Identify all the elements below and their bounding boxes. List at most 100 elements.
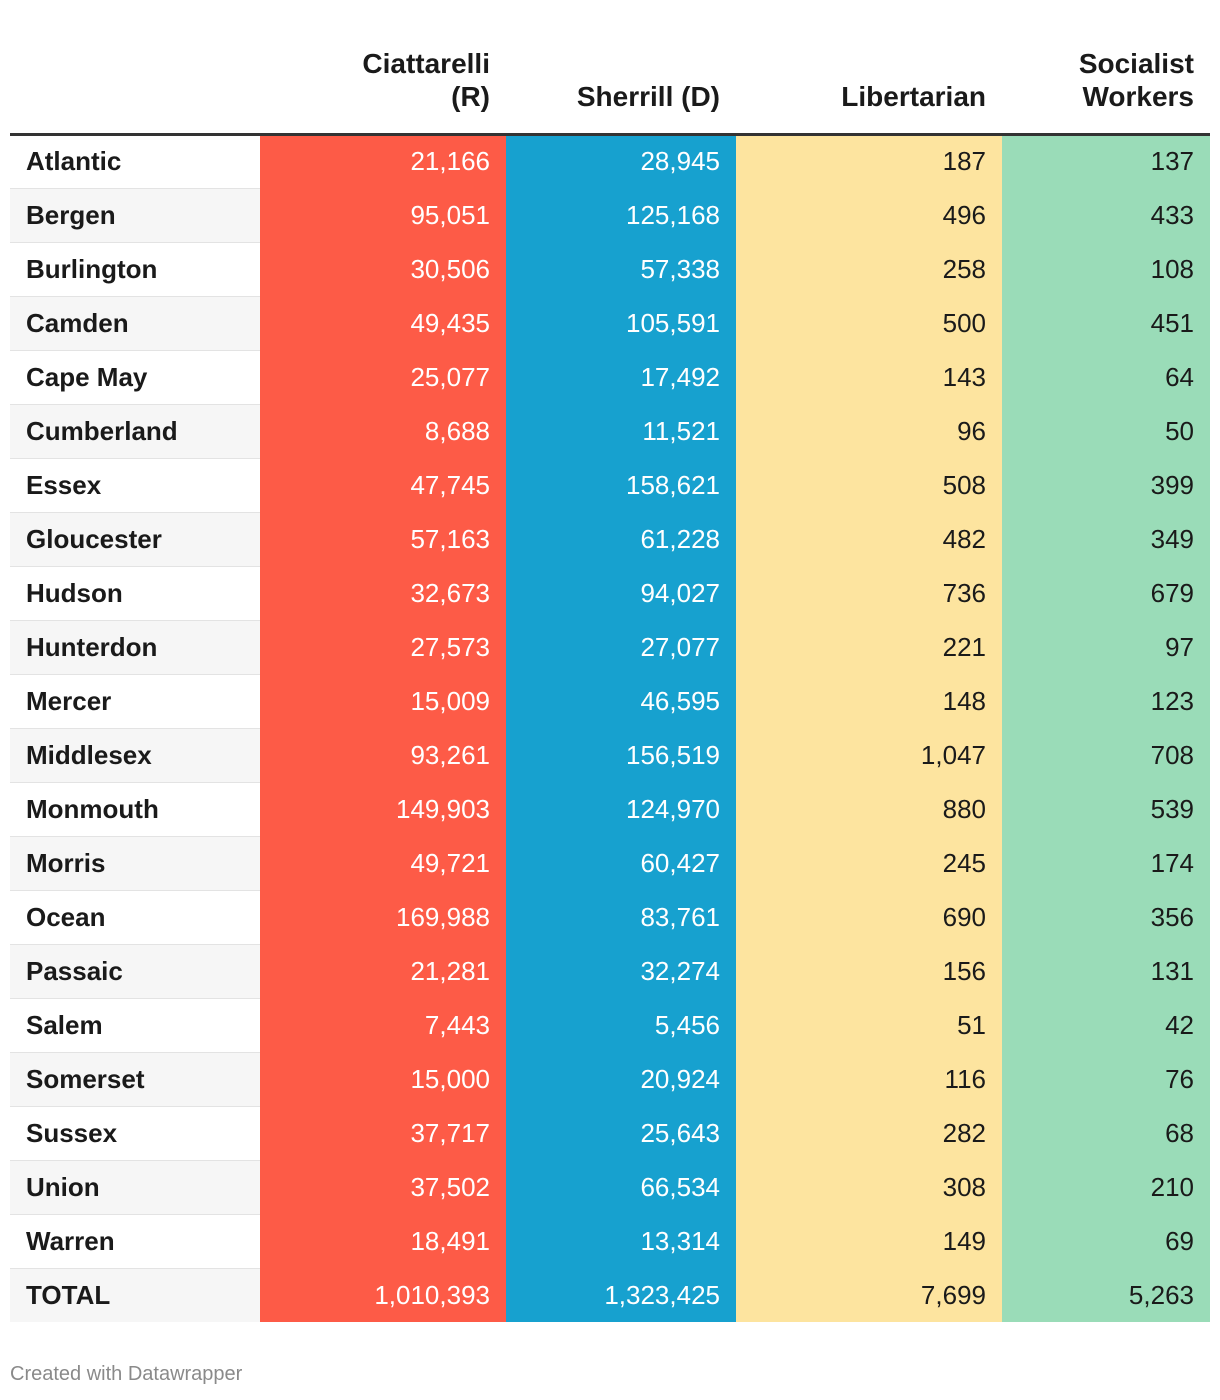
sherrill-votes-cell: 20,924 xyxy=(506,1052,736,1107)
county-name-cell: Gloucester xyxy=(10,512,260,567)
header-socialist-workers-label: Socialist Workers xyxy=(1078,47,1194,112)
socialist-workers-votes-cell: 539 xyxy=(1002,782,1210,837)
total-row: TOTAL 1,010,393 1,323,425 7,699 5,263 xyxy=(10,1268,1210,1322)
ciattarelli-votes-cell: 15,000 xyxy=(260,1052,506,1107)
table-row: Salem 7,443 5,456 51 42 xyxy=(10,998,1210,1053)
sherrill-votes-cell: 27,077 xyxy=(506,620,736,675)
libertarian-votes-cell: 187 xyxy=(736,134,1002,189)
table-row: Camden 49,435 105,591 500 451 xyxy=(10,296,1210,351)
sherrill-votes-cell: 57,338 xyxy=(506,242,736,297)
ciattarelli-votes-cell: 30,506 xyxy=(260,242,506,297)
table-row: Bergen 95,051 125,168 496 433 xyxy=(10,188,1210,243)
header-sherrill[interactable]: Sherrill (D) xyxy=(506,0,736,136)
libertarian-votes-cell: 258 xyxy=(736,242,1002,297)
table-row: Passaic 21,281 32,274 156 131 xyxy=(10,944,1210,999)
ciattarelli-votes-cell: 27,573 xyxy=(260,620,506,675)
sherrill-votes-cell: 5,456 xyxy=(506,998,736,1053)
header-ciattarelli[interactable]: Ciattarelli (R) xyxy=(260,0,506,136)
libertarian-votes-cell: 482 xyxy=(736,512,1002,567)
header-county[interactable] xyxy=(10,0,260,136)
datawrapper-credit: Created with Datawrapper xyxy=(10,1363,243,1385)
table-row: Gloucester 57,163 61,228 482 349 xyxy=(10,512,1210,567)
ciattarelli-votes-cell: 8,688 xyxy=(260,404,506,459)
table-row: Union 37,502 66,534 308 210 xyxy=(10,1160,1210,1215)
sherrill-votes-cell: 11,521 xyxy=(506,404,736,459)
ciattarelli-votes-cell: 93,261 xyxy=(260,728,506,783)
libertarian-votes-cell: 116 xyxy=(736,1052,1002,1107)
county-name-cell: Sussex xyxy=(10,1106,260,1161)
socialist-workers-votes-cell: 356 xyxy=(1002,890,1210,945)
ciattarelli-votes-cell: 37,717 xyxy=(260,1106,506,1161)
county-name-cell: Atlantic xyxy=(10,134,260,189)
socialist-workers-votes-cell: 679 xyxy=(1002,566,1210,621)
county-name-cell: Monmouth xyxy=(10,782,260,837)
header-ciattarelli-label: Ciattarelli (R) xyxy=(362,47,490,112)
county-name-cell: Cape May xyxy=(10,350,260,405)
sherrill-votes-cell: 17,492 xyxy=(506,350,736,405)
sherrill-votes-cell: 28,945 xyxy=(506,134,736,189)
sherrill-votes-cell: 66,534 xyxy=(506,1160,736,1215)
sherrill-votes-cell: 125,168 xyxy=(506,188,736,243)
county-name-cell: Morris xyxy=(10,836,260,891)
table-row: Morris 49,721 60,427 245 174 xyxy=(10,836,1210,891)
county-name-cell: TOTAL xyxy=(10,1268,260,1322)
table-row: Cape May 25,077 17,492 143 64 xyxy=(10,350,1210,405)
county-name-cell: Essex xyxy=(10,458,260,513)
results-table-container: Ciattarelli (R) Sherrill (D) Libertarian … xyxy=(10,0,1210,1322)
sherrill-votes-cell: 1,323,425 xyxy=(506,1268,736,1322)
county-name-cell: Burlington xyxy=(10,242,260,297)
socialist-workers-votes-cell: 399 xyxy=(1002,458,1210,513)
libertarian-votes-cell: 156 xyxy=(736,944,1002,999)
libertarian-votes-cell: 148 xyxy=(736,674,1002,729)
ciattarelli-votes-cell: 169,988 xyxy=(260,890,506,945)
ciattarelli-votes-cell: 49,721 xyxy=(260,836,506,891)
libertarian-votes-cell: 496 xyxy=(736,188,1002,243)
socialist-workers-votes-cell: 131 xyxy=(1002,944,1210,999)
sherrill-votes-cell: 156,519 xyxy=(506,728,736,783)
ciattarelli-votes-cell: 37,502 xyxy=(260,1160,506,1215)
ciattarelli-votes-cell: 49,435 xyxy=(260,296,506,351)
socialist-workers-votes-cell: 97 xyxy=(1002,620,1210,675)
table-row: Somerset 15,000 20,924 116 76 xyxy=(10,1052,1210,1107)
libertarian-votes-cell: 736 xyxy=(736,566,1002,621)
table-row: Burlington 30,506 57,338 258 108 xyxy=(10,242,1210,297)
header-libertarian[interactable]: Libertarian xyxy=(736,0,1002,136)
county-name-cell: Cumberland xyxy=(10,404,260,459)
ciattarelli-votes-cell: 18,491 xyxy=(260,1214,506,1269)
socialist-workers-votes-cell: 69 xyxy=(1002,1214,1210,1269)
libertarian-votes-cell: 282 xyxy=(736,1106,1002,1161)
socialist-workers-votes-cell: 174 xyxy=(1002,836,1210,891)
socialist-workers-votes-cell: 137 xyxy=(1002,134,1210,189)
libertarian-votes-cell: 308 xyxy=(736,1160,1002,1215)
ciattarelli-votes-cell: 57,163 xyxy=(260,512,506,567)
table-row: Monmouth 149,903 124,970 880 539 xyxy=(10,782,1210,837)
table-row: Mercer 15,009 46,595 148 123 xyxy=(10,674,1210,729)
libertarian-votes-cell: 149 xyxy=(736,1214,1002,1269)
socialist-workers-votes-cell: 64 xyxy=(1002,350,1210,405)
ciattarelli-votes-cell: 47,745 xyxy=(260,458,506,513)
libertarian-votes-cell: 880 xyxy=(736,782,1002,837)
county-name-cell: Passaic xyxy=(10,944,260,999)
sherrill-votes-cell: 32,274 xyxy=(506,944,736,999)
header-socialist-workers[interactable]: Socialist Workers xyxy=(1002,0,1210,136)
socialist-workers-votes-cell: 108 xyxy=(1002,242,1210,297)
county-name-cell: Salem xyxy=(10,998,260,1053)
county-name-cell: Middlesex xyxy=(10,728,260,783)
county-name-cell: Union xyxy=(10,1160,260,1215)
socialist-workers-votes-cell: 50 xyxy=(1002,404,1210,459)
county-name-cell: Hunterdon xyxy=(10,620,260,675)
libertarian-votes-cell: 1,047 xyxy=(736,728,1002,783)
table-row: Cumberland 8,688 11,521 96 50 xyxy=(10,404,1210,459)
socialist-workers-votes-cell: 76 xyxy=(1002,1052,1210,1107)
libertarian-votes-cell: 51 xyxy=(736,998,1002,1053)
sherrill-votes-cell: 60,427 xyxy=(506,836,736,891)
county-name-cell: Hudson xyxy=(10,566,260,621)
libertarian-votes-cell: 221 xyxy=(736,620,1002,675)
table-row: Middlesex 93,261 156,519 1,047 708 xyxy=(10,728,1210,783)
sherrill-votes-cell: 61,228 xyxy=(506,512,736,567)
county-name-cell: Camden xyxy=(10,296,260,351)
sherrill-votes-cell: 83,761 xyxy=(506,890,736,945)
libertarian-votes-cell: 500 xyxy=(736,296,1002,351)
socialist-workers-votes-cell: 451 xyxy=(1002,296,1210,351)
socialist-workers-votes-cell: 349 xyxy=(1002,512,1210,567)
